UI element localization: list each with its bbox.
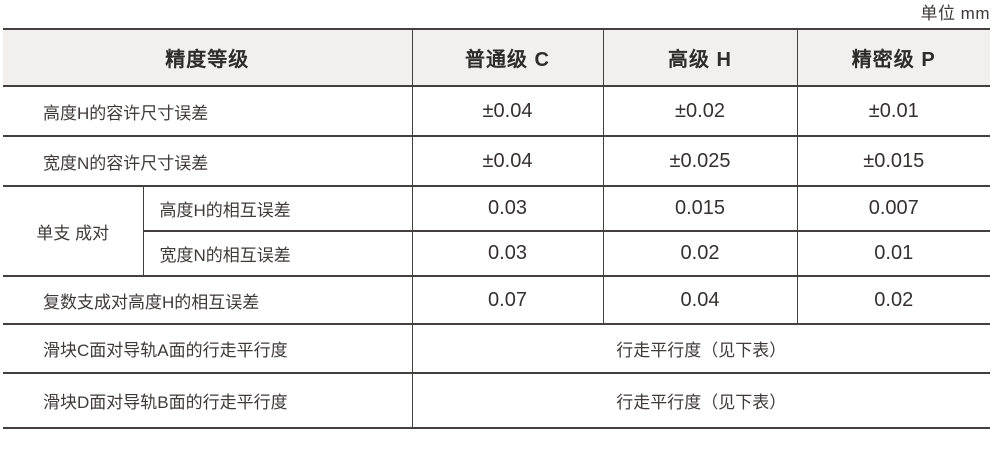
value-cell: 0.007 [796, 186, 990, 232]
table-row-width-tolerance: 宽度N的容许尺寸误差 ±0.04 ±0.025 ±0.015 [3, 136, 990, 187]
table-row-mutual-height: 单支 成对 高度H的相互误差 0.03 0.015 0.007 [3, 186, 990, 277]
value-cell: 0.07 [411, 276, 603, 325]
table-row-multiple-paired: 复数支成对高度H的相互误差 0.07 0.04 0.02 [3, 276, 990, 325]
value-cell: 0.01 [796, 231, 990, 277]
value-cell: 0.02 [796, 276, 990, 325]
value-cell: ±0.04 [411, 136, 603, 187]
header-high-grade-h: 高级 H [602, 29, 797, 87]
value-cell: ±0.025 [602, 136, 797, 187]
row-label: 复数支成对高度H的相互误差 [3, 276, 412, 325]
row-label: 滑块C面对导轨A面的行走平行度 [3, 324, 412, 374]
value-cell: 0.015 [602, 186, 797, 232]
group-cell-single-paired: 单支 成对 [3, 186, 143, 277]
value-cell: ±0.02 [602, 86, 797, 137]
table-header-row: 精度等级 普通级 C 高级 H 精密级 P [3, 29, 990, 87]
value-cell: 0.03 [411, 186, 603, 232]
table-row-mutual-width: 宽度N的相互误差 0.03 0.02 0.01 [3, 231, 990, 277]
header-precision-grade-p: 精密级 P [796, 29, 990, 87]
value-cell: 0.04 [602, 276, 797, 325]
merged-value-cell: 行走平行度（见下表） [411, 324, 990, 374]
row-label: 高度H的容许尺寸误差 [3, 86, 412, 137]
row-label: 滑块D面对导轨B面的行走平行度 [3, 373, 412, 429]
unit-label: 单位 mm [920, 4, 990, 23]
value-cell: ±0.015 [796, 136, 990, 187]
value-cell: 0.03 [411, 231, 603, 277]
table-row-parallelism-d-b: 滑块D面对导轨B面的行走平行度 行走平行度（见下表） [3, 373, 990, 429]
value-cell: 0.02 [602, 231, 797, 277]
table-row-parallelism-c-a: 滑块C面对导轨A面的行走平行度 行走平行度（见下表） [3, 324, 990, 374]
value-cell: ±0.04 [411, 86, 603, 137]
table-row-height-tolerance: 高度H的容许尺寸误差 ±0.04 ±0.02 ±0.01 [3, 86, 990, 137]
row-label: 宽度N的容许尺寸误差 [3, 136, 412, 187]
header-normal-grade-c: 普通级 C [411, 29, 603, 87]
value-cell: ±0.01 [796, 86, 990, 137]
sub-label: 高度H的相互误差 [142, 186, 412, 232]
sub-label: 宽度N的相互误差 [142, 231, 412, 277]
unit-row: 单位 mm [0, 0, 990, 28]
merged-value-cell: 行走平行度（见下表） [411, 373, 990, 429]
precision-spec-table: 精度等级 普通级 C 高级 H 精密级 P 高度H的容许尺寸误差 ±0.04 ±… [3, 28, 990, 429]
header-precision-grade: 精度等级 [3, 29, 412, 87]
